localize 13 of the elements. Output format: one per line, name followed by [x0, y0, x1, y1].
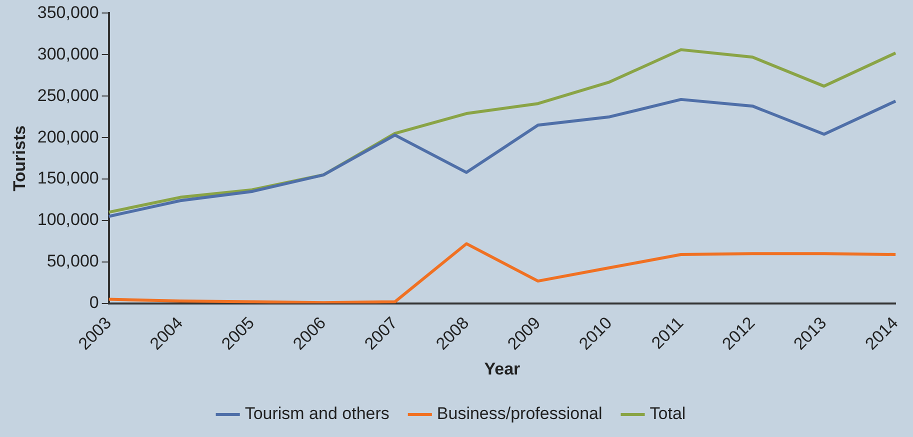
y-tick-label: 0 [89, 293, 99, 312]
y-tick-label: 250,000 [37, 86, 99, 105]
y-axis-title: Tourists [10, 125, 29, 192]
y-tick-label: 200,000 [37, 127, 99, 146]
x-axis-title: Year [484, 359, 521, 378]
y-tick-label: 50,000 [46, 252, 99, 271]
legend-label: Tourism and others [244, 404, 390, 424]
y-tick-label: 300,000 [37, 44, 99, 64]
y-tick-label: 350,000 [37, 2, 99, 22]
y-tick-label: 150,000 [37, 168, 99, 188]
y-tick-label: 100,000 [37, 210, 99, 230]
legend-label: Business/professional [436, 404, 602, 424]
legend-label: Total [650, 404, 686, 424]
